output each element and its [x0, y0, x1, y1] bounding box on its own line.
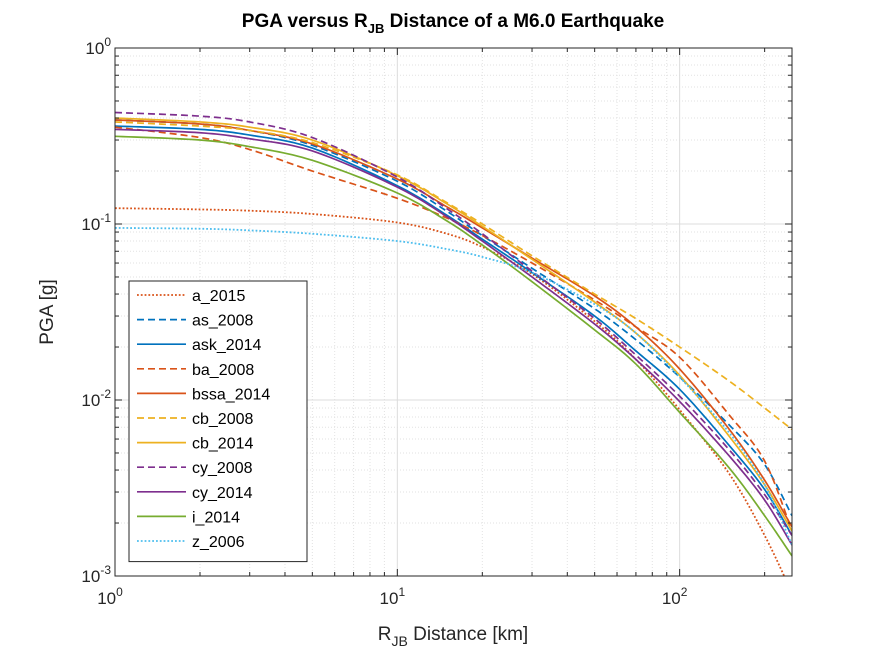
x-axis-label-main: R: [378, 624, 392, 645]
legend-label-bssa_2014: bssa_2014: [192, 386, 270, 403]
series-line-cb_2014: [115, 117, 792, 532]
legend-label-as_2008: as_2008: [192, 313, 253, 330]
x-tick-exponent: 1: [398, 585, 405, 599]
legend-label-cy_2014: cy_2014: [192, 485, 253, 502]
x-axis-label-rest: Distance [km]: [408, 624, 528, 645]
y-tick-base: 10: [81, 567, 100, 586]
y-tick-base: 10: [85, 39, 104, 58]
series-line-ba_2008: [115, 126, 792, 532]
y-tick-exponent: 0: [104, 35, 111, 49]
y-tick-base: 10: [81, 215, 100, 234]
y-tick-base: 10: [81, 391, 100, 410]
series-line-cb_2008: [115, 121, 792, 431]
x-tick-base: 10: [380, 589, 399, 608]
x-tick-labels: 100 101 102: [97, 585, 688, 608]
legend-box: [128, 280, 308, 563]
chart-title-subscript: JB: [368, 21, 385, 36]
series-line-ask_2014: [115, 125, 792, 536]
legend-label-cb_2014: cb_2014: [192, 436, 253, 453]
legend-label-z_2006: z_2006: [192, 534, 245, 551]
x-tick-label: 102: [662, 585, 688, 608]
legend-label-a_2015: a_2015: [192, 288, 245, 305]
series-line-cy_2014: [115, 128, 792, 546]
legend-label-i_2014: i_2014: [192, 509, 240, 526]
legend: a_2015 as_2008 ask_2014 ba_2008 bssa_2014 cb_…: [128, 280, 308, 563]
x-tick-exponent: 2: [681, 585, 688, 599]
y-tick-label: 10-2: [81, 387, 111, 410]
x-tick-base: 10: [97, 589, 116, 608]
y-tick-exponent: -2: [100, 387, 111, 401]
x-axis-label-subscript: JB: [392, 633, 408, 649]
x-tick-label: 101: [380, 585, 406, 608]
chart-title: PGA versus RJB Distance of a M6.0 Earthq…: [242, 11, 664, 36]
tick-marks: [114, 47, 792, 577]
series-layer: [115, 111, 792, 576]
x-tick-base: 10: [662, 589, 681, 608]
axes-box: [114, 47, 793, 577]
x-axis-label: RJB Distance [km]: [378, 624, 528, 649]
y-tick-exponent: -1: [100, 211, 111, 225]
chart-title-main: PGA versus R: [242, 11, 368, 32]
x-tick-label: 100: [97, 585, 123, 608]
chart-title-rest: Distance of a M6.0 Earthquake: [384, 11, 664, 32]
y-axis-label: PGA [g]: [37, 279, 58, 344]
legend-label-ba_2008: ba_2008: [192, 362, 254, 379]
x-tick-exponent: 0: [116, 585, 123, 599]
y-tick-label: 10-3: [81, 563, 111, 586]
series-line-i_2014: [115, 135, 792, 557]
y-tick-exponent: -3: [100, 563, 111, 577]
y-tick-label: 10-1: [81, 211, 111, 234]
series-line-cy_2008: [115, 111, 792, 536]
y-tick-label: 100: [85, 35, 111, 58]
legend-label-ask_2014: ask_2014: [192, 337, 261, 354]
legend-label-cy_2008: cy_2008: [192, 460, 253, 477]
legend-label-cb_2008: cb_2008: [192, 411, 253, 428]
